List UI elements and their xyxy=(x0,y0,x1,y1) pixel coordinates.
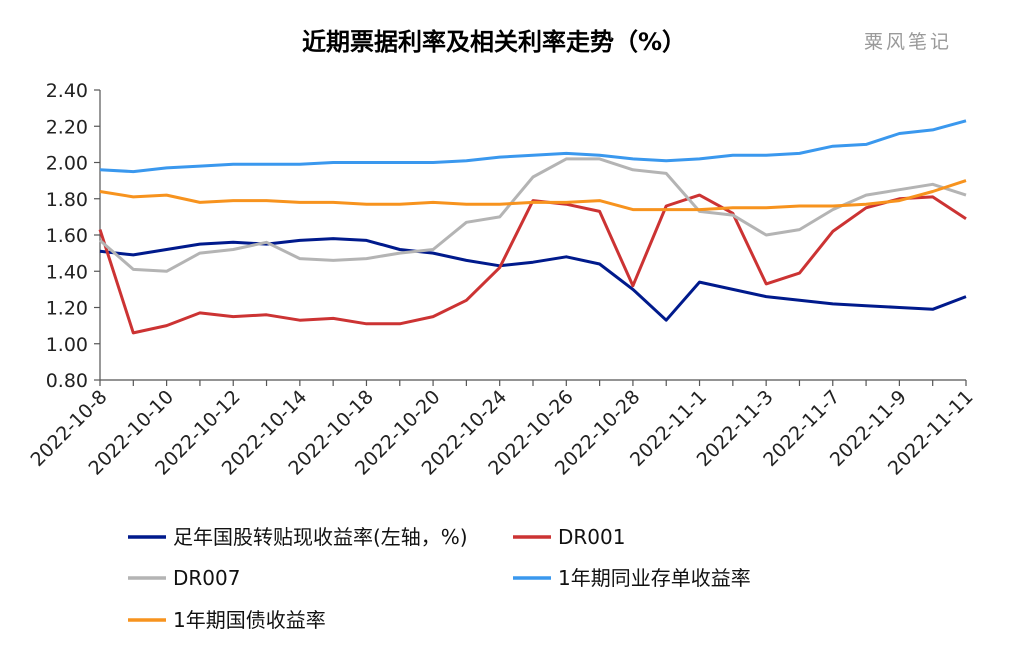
series-line-4 xyxy=(99,179,967,212)
series-line-1 xyxy=(98,193,967,335)
y-tick-label: 2.00 xyxy=(46,153,88,175)
series-line-0 xyxy=(99,237,967,322)
legend-label: 足年国股转贴现收益率(左轴，%) xyxy=(173,525,468,549)
series-line-2 xyxy=(99,157,967,273)
legend-label: DR007 xyxy=(173,566,240,590)
y-tick-label: 2.40 xyxy=(46,80,88,102)
y-tick-label: 1.40 xyxy=(46,261,88,283)
axes: 0.801.001.201.401.601.802.002.202.402022… xyxy=(26,80,977,480)
y-tick-label: 1.80 xyxy=(46,189,88,211)
legend-label: 1年期同业存单收益率 xyxy=(558,566,751,590)
series-lines xyxy=(98,119,967,335)
legend: 足年国股转贴现收益率(左轴，%) DR001 DR007 1年期同业存单收益率 1年期国… xyxy=(128,525,751,632)
y-tick-label: 0.80 xyxy=(46,370,88,392)
series-line-3 xyxy=(99,119,967,174)
legend-label: DR001 xyxy=(558,525,625,549)
y-tick-label: 1.00 xyxy=(46,334,88,356)
legend-label: 1年期国债收益率 xyxy=(173,608,326,632)
watermark: 粟风笔记 xyxy=(864,31,952,53)
y-tick-label: 1.20 xyxy=(46,298,88,320)
y-tick-label: 2.20 xyxy=(46,116,88,138)
y-tick-label: 1.60 xyxy=(46,225,88,247)
chart-title: 近期票据利率及相关利率走势（%） xyxy=(302,28,686,56)
